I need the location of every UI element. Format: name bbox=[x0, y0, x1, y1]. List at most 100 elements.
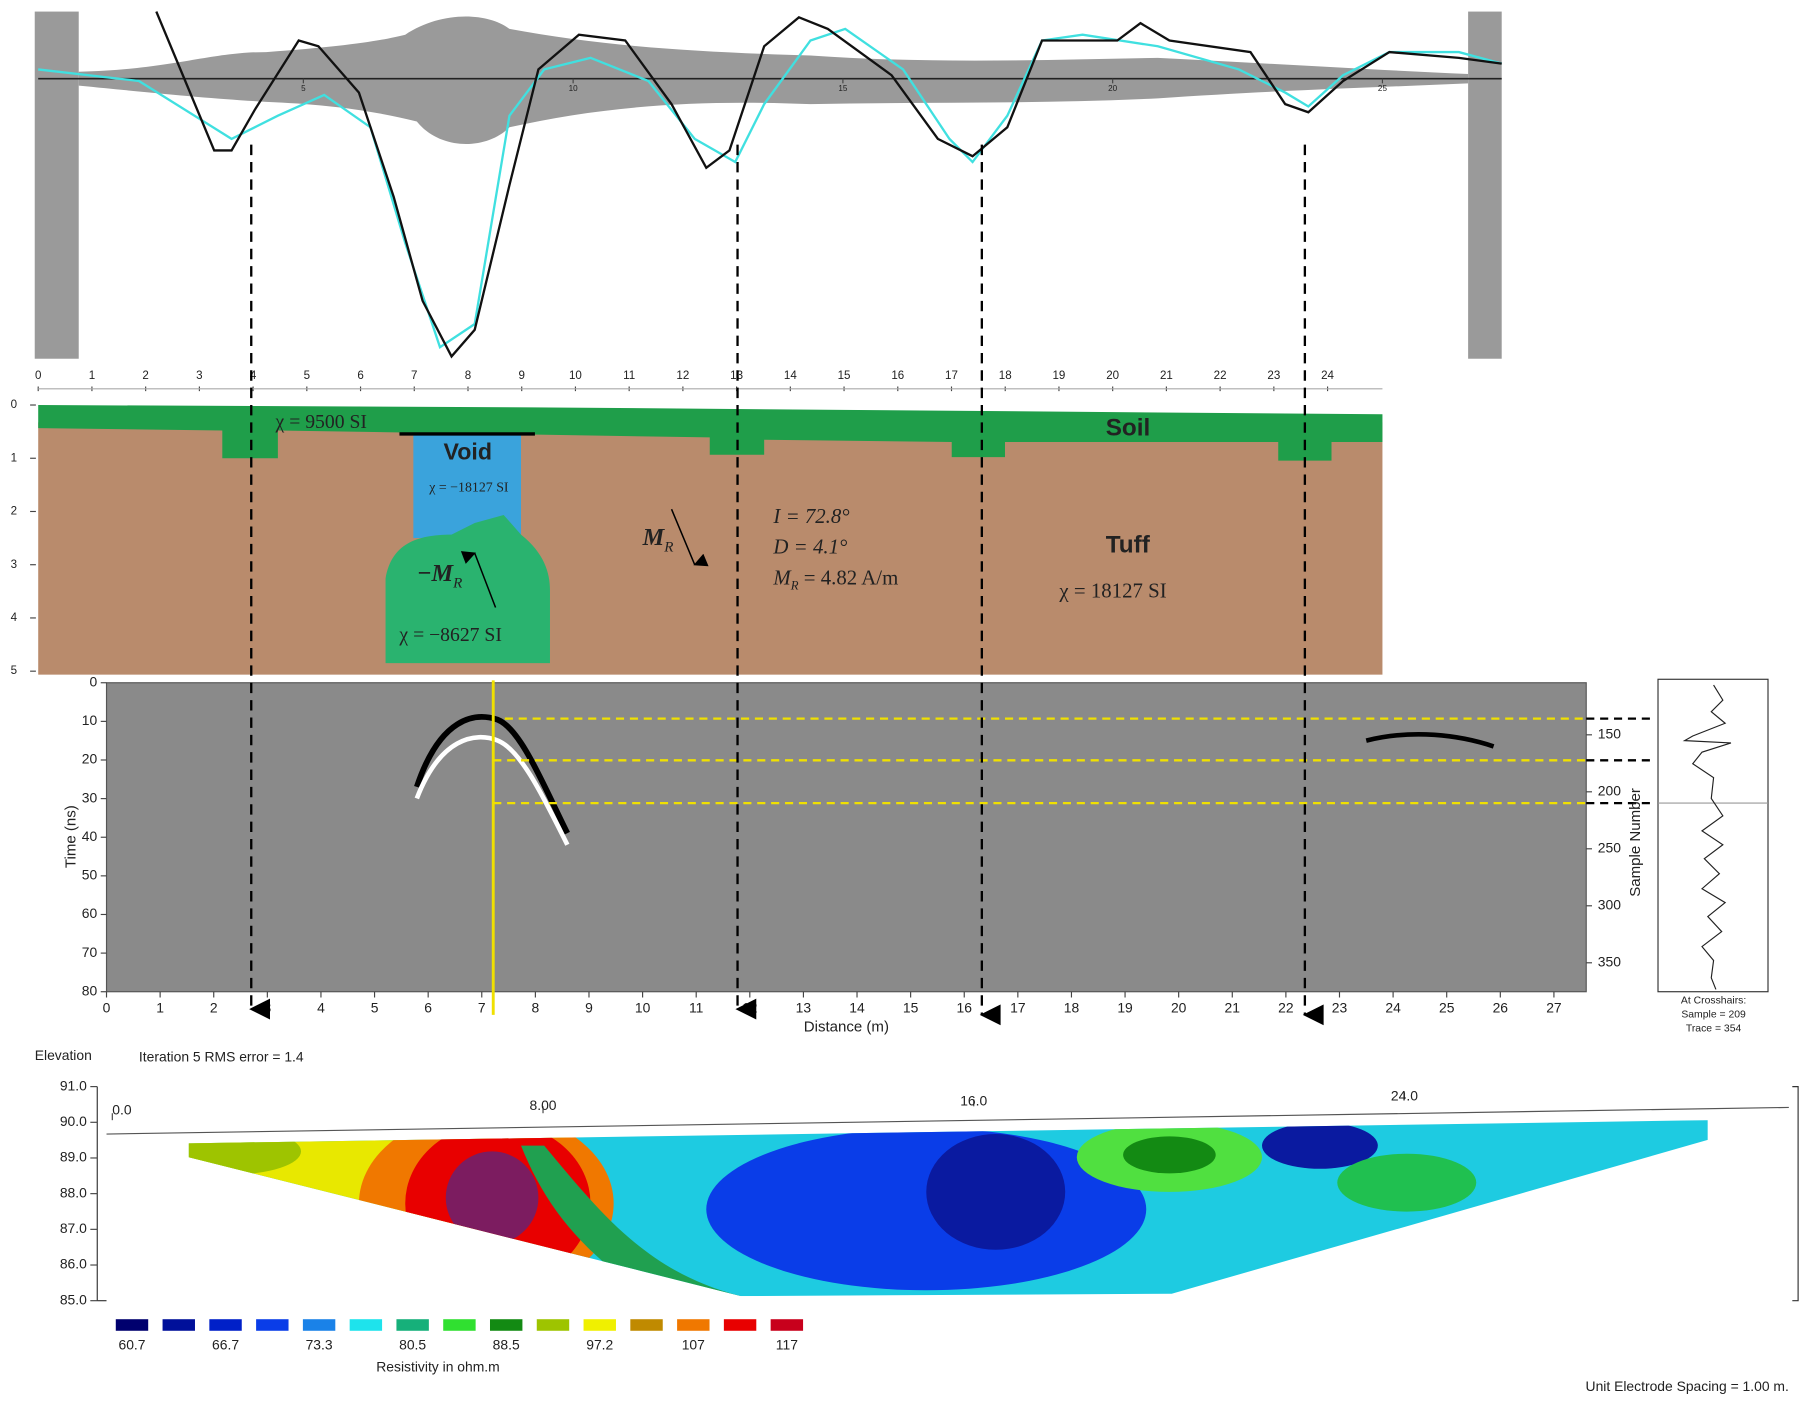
crosshair-info: Trace = 354 bbox=[1686, 1024, 1742, 1035]
y-tick-label: 0 bbox=[90, 673, 98, 689]
resistivity-ticks: 85.0 86.0 87.0 88.0 89.0 90.0 91.0 0.0 8.00 16.0 2… bbox=[60, 1077, 1418, 1352]
x-tick-label: 3 bbox=[196, 370, 202, 382]
surface-line bbox=[106, 1106, 1789, 1135]
x-tick-label: 27 bbox=[1546, 1000, 1562, 1016]
y-tick-label: 60 bbox=[82, 905, 98, 921]
x-tick-label: 23 bbox=[1332, 1000, 1348, 1016]
tuff bbox=[38, 422, 1383, 675]
y-tick-label: 70 bbox=[82, 944, 98, 960]
x-tick-label: 15 bbox=[838, 370, 851, 382]
y-tick-label: 30 bbox=[82, 789, 98, 805]
x-tick-label: 18 bbox=[999, 370, 1012, 382]
void-label: Void bbox=[444, 439, 492, 465]
x-tick-label: 22 bbox=[1214, 370, 1227, 382]
x-tick-label: 4 bbox=[317, 1000, 325, 1016]
gray-bar bbox=[34, 11, 79, 359]
y-tick-label: 1 bbox=[11, 452, 17, 464]
crosshair-info: At Crosshairs: bbox=[1681, 996, 1746, 1007]
colorbar-label: 117 bbox=[776, 1337, 798, 1353]
x-tick-label: 17 bbox=[1010, 1000, 1026, 1016]
y-axis-label: Elevation bbox=[35, 1047, 92, 1063]
y-tick-label: 3 bbox=[11, 559, 17, 571]
y2-tick-label: 150 bbox=[1598, 725, 1621, 741]
x-tick-label: 24 bbox=[1321, 370, 1334, 382]
y2-tick-label: 250 bbox=[1598, 839, 1621, 855]
reflector bbox=[1365, 732, 1495, 749]
projection-lines bbox=[249, 144, 1324, 1026]
colorbar-swatch bbox=[162, 1319, 195, 1331]
contour-fill bbox=[926, 1134, 1066, 1250]
void-chi: χ = −18127 SI bbox=[428, 481, 509, 496]
magnetization: MR = 4.82 A/m bbox=[772, 566, 898, 593]
y-tick-label: 40 bbox=[82, 828, 98, 844]
y2-axis-label: Sample Number bbox=[1627, 788, 1644, 897]
x-tick-label: 5 bbox=[304, 370, 310, 382]
x-tick-label: 1 bbox=[156, 1000, 164, 1016]
tuff-label: Tuff bbox=[1106, 532, 1151, 559]
colorbar-swatch bbox=[349, 1319, 383, 1331]
radargram: C V B Time (ns) Distance (m) Sample Numb… bbox=[63, 673, 1769, 1036]
crosshair-info: Sample = 209 bbox=[1681, 1010, 1746, 1021]
y-tick-label: 88.0 bbox=[60, 1184, 87, 1200]
colorbar-swatch bbox=[583, 1319, 616, 1331]
subtitle: Iteration 5 RMS error = 1.4 bbox=[139, 1048, 304, 1064]
colorbar-swatch bbox=[209, 1319, 242, 1331]
x-tick-label: 2 bbox=[210, 1000, 218, 1016]
y-tick-label: 91.0 bbox=[60, 1077, 87, 1093]
colorbar-swatch bbox=[302, 1319, 336, 1331]
model-ticks: 0123456789101112131415161718192021222324… bbox=[11, 370, 1383, 677]
x-tick-label: 0 bbox=[103, 1000, 111, 1016]
x-tick-label: 6 bbox=[357, 370, 363, 382]
x-tick-label: 23 bbox=[1267, 370, 1280, 382]
x-tick-label: 0 bbox=[35, 370, 41, 382]
trace bbox=[1682, 684, 1732, 990]
x-tick-label: 19 bbox=[1053, 370, 1066, 382]
gray-bar bbox=[1468, 11, 1502, 359]
y-tick-label: 0 bbox=[11, 399, 17, 411]
colorbar-swatch bbox=[396, 1319, 429, 1331]
x-tick-label: 11 bbox=[623, 370, 635, 382]
contour-fill bbox=[445, 1151, 539, 1244]
colorbar-swatch bbox=[489, 1319, 523, 1331]
body-moment: −MR bbox=[417, 560, 463, 592]
colorbar-swatch bbox=[723, 1319, 757, 1331]
footnote: Unit Electrode Spacing = 1.00 m. bbox=[1586, 1378, 1789, 1394]
y-tick-label: 89.0 bbox=[60, 1149, 87, 1165]
black-curve bbox=[155, 11, 1502, 359]
x-tick-label: 5 bbox=[301, 84, 306, 93]
x-tick-label: 11 bbox=[689, 1000, 704, 1016]
x-tick-label: 20 bbox=[1171, 1000, 1187, 1016]
x-tick-label: 26 bbox=[1493, 1000, 1509, 1016]
y-tick-label: 86.0 bbox=[60, 1256, 87, 1272]
x-tick-label: 5 bbox=[371, 1000, 379, 1016]
contour-fill bbox=[1123, 1136, 1216, 1174]
x-tick-label: 15 bbox=[903, 1000, 919, 1016]
y-axis-label: Time (ns) bbox=[63, 805, 80, 868]
soil bbox=[38, 405, 1383, 461]
y-tick-label: 5 bbox=[11, 665, 17, 677]
y-tick-label: 2 bbox=[11, 506, 17, 518]
trace-panel bbox=[1657, 678, 1769, 993]
y-tick-label: 87.0 bbox=[60, 1220, 87, 1236]
x-tick-label: 8 bbox=[532, 1000, 540, 1016]
hyperbola bbox=[414, 714, 570, 835]
x-tick-label: 1 bbox=[89, 370, 95, 382]
colorbar-label: 97.2 bbox=[586, 1337, 613, 1353]
colorbar-label: 60.7 bbox=[118, 1337, 145, 1353]
colorbar-label: 107 bbox=[682, 1337, 705, 1353]
colorbar-swatch bbox=[630, 1319, 663, 1331]
x-tick-label: 24.0 bbox=[1391, 1088, 1418, 1104]
x-tick-label: 16 bbox=[891, 370, 904, 382]
magnetic-profile: 5 10 15 20 25 bbox=[34, 11, 1503, 359]
y-tick-label: 85.0 bbox=[60, 1291, 87, 1307]
x-tick-label: 9 bbox=[585, 1000, 593, 1016]
x-tick-label: 9 bbox=[518, 370, 524, 382]
radargram-ticks: 0 1 2 3 4 5 6 7 8 9 10 11 12 13 14 15 16 17 18 19 20 21 22 23 24… bbox=[82, 673, 1621, 1015]
x-tick-label: 17 bbox=[945, 370, 958, 382]
y-tick-label: 90.0 bbox=[60, 1113, 87, 1129]
colorbar-swatch bbox=[115, 1319, 149, 1331]
body-chi: χ = −8627 SI bbox=[398, 624, 501, 646]
x-axis-label: Distance (m) bbox=[804, 1019, 889, 1036]
x-tick-label: 6 bbox=[424, 1000, 432, 1016]
